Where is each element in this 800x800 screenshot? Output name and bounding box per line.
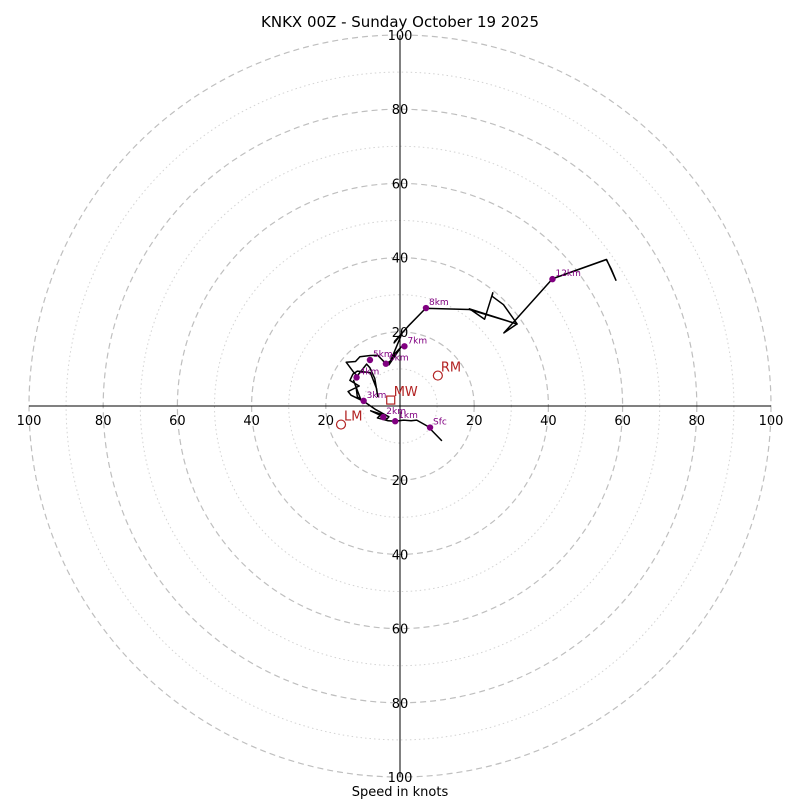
x-tick-label: 20 [318, 414, 335, 429]
x-tick-label: 80 [689, 414, 706, 429]
height-marker-label: 6km [389, 354, 409, 364]
height-marker-label: Sfc [433, 418, 447, 428]
y-tick-label: 100 [388, 29, 413, 44]
y-tick-label: 20 [392, 474, 409, 489]
x-tick-label: 40 [540, 414, 557, 429]
height-marker-label: 2km [386, 407, 406, 417]
height-marker-dot [382, 360, 390, 367]
y-tick-label: 60 [392, 177, 409, 192]
height-marker-label: 1km [398, 411, 418, 421]
y-tick-label: 40 [392, 252, 409, 267]
storm-marker-circle [335, 419, 347, 430]
y-tick-label: 100 [388, 771, 413, 786]
height-marker-dot [422, 304, 430, 312]
x-tick-label: 40 [243, 414, 260, 429]
axes [29, 35, 771, 777]
height-marker-dot [353, 374, 360, 381]
storm-marker-square [386, 395, 396, 405]
height-marker-dot [366, 356, 374, 364]
height-marker-label: 5km [373, 350, 393, 360]
chart-title: KNKX 00Z - Sunday October 19 2025 [261, 13, 539, 31]
x-tick-label: 100 [759, 414, 784, 429]
x-axis-label: Speed in knots [352, 785, 449, 800]
x-tick-label: 20 [466, 414, 483, 429]
height-marker-label: 8km [429, 298, 449, 308]
height-marker-dot [391, 418, 399, 425]
height-marker-dot [426, 424, 434, 431]
x-tick-label: 80 [95, 414, 112, 429]
storm-marker-label: LM [344, 410, 362, 425]
x-tick-label: 60 [169, 414, 186, 429]
y-tick-label: 60 [392, 623, 409, 638]
x-tick-label: 60 [614, 414, 631, 429]
y-tick-label: 80 [392, 103, 409, 118]
height-marker-label: 12km [555, 269, 580, 279]
tick-labels: 100 80 60 40 20 20 40 60 80 100 100 80 60 40 20 20 40 60 8… [17, 29, 784, 786]
height-marker-dot [549, 275, 556, 283]
storm-marker-label: RM [441, 361, 461, 376]
x-tick-label: 100 [17, 414, 42, 429]
height-marker-label: 7km [407, 336, 427, 346]
height-marker-dot [401, 343, 408, 350]
height-marker-label: 3km [367, 391, 387, 401]
storm-motion-markers: RM LM MW [335, 361, 461, 430]
storm-marker-label: MW [394, 385, 418, 400]
y-tick-label: 80 [392, 697, 409, 712]
height-marker-dot [360, 397, 367, 405]
storm-marker-circle [432, 370, 443, 381]
y-tick-label: 40 [392, 548, 409, 563]
height-marker-label: 4km [360, 367, 380, 377]
height-marker-dot [380, 413, 387, 421]
y-tick-label: 20 [392, 326, 409, 341]
